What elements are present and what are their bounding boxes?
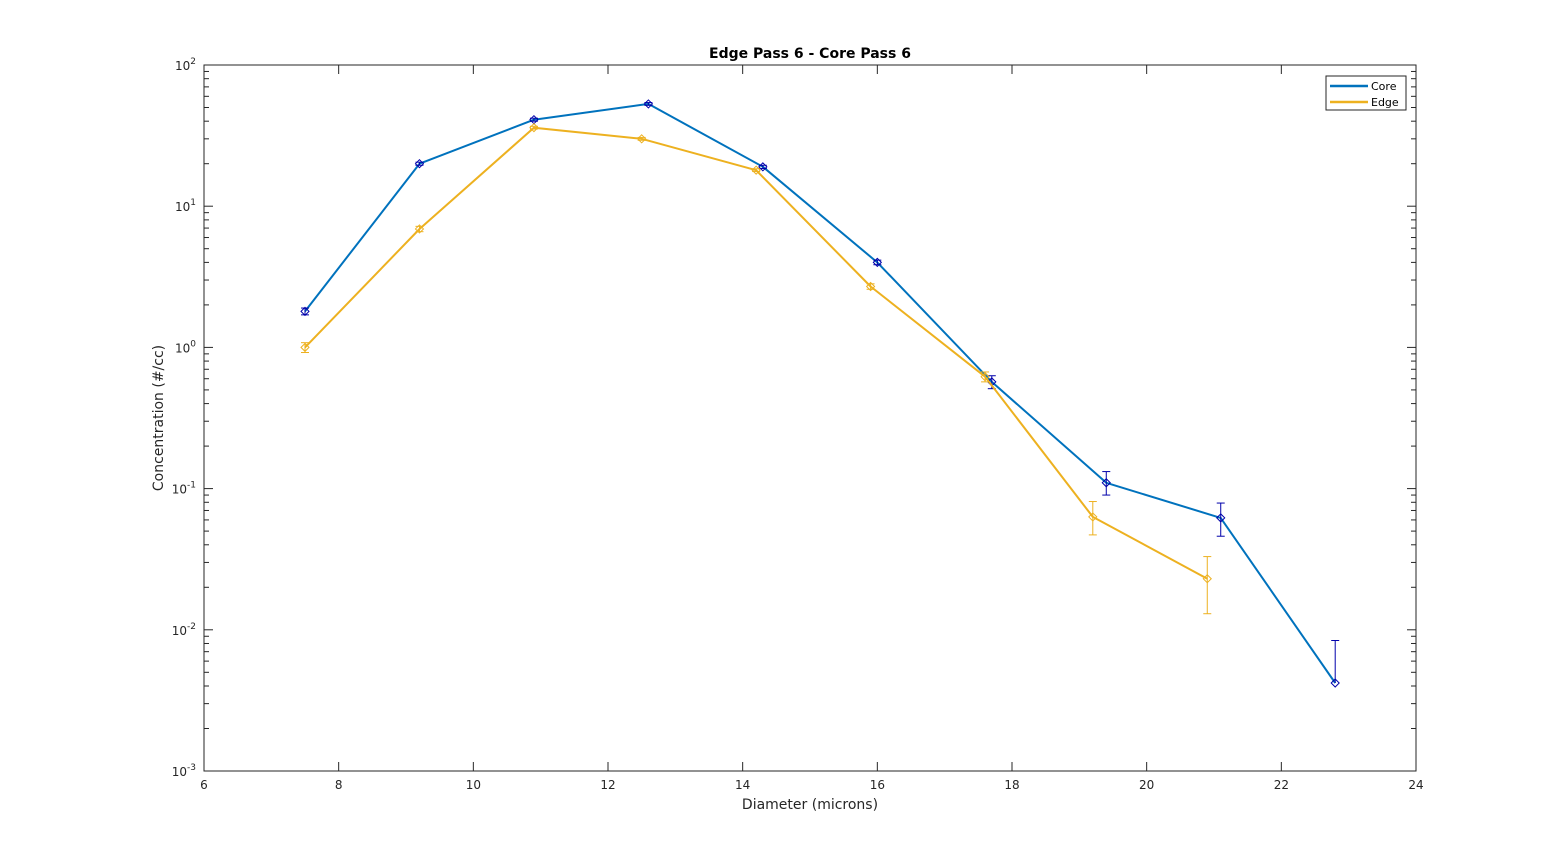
- x-ticks: 6 8 10 12 14 16 18 20 22 24: [200, 65, 1424, 792]
- legend-box: [1325, 75, 1407, 111]
- core-line: [304, 102, 1337, 684]
- core-data-point: [1330, 678, 1340, 688]
- edge-data-point: [414, 224, 425, 234]
- edge-data-point: [751, 165, 761, 175]
- y-tick-label: 100: [175, 339, 196, 355]
- x-axis-label: Diameter (microns): [742, 797, 878, 813]
- x-tick-label: 24: [1408, 778, 1423, 792]
- edge-data-point: [865, 281, 876, 292]
- core-data-point: [758, 162, 768, 172]
- edge-data-point: [636, 134, 647, 144]
- y-ticks: 10-3 10-2 10-1 100 101 102: [172, 57, 1416, 779]
- y-tick-label: 102: [175, 57, 196, 73]
- core-data-point: [872, 257, 883, 268]
- x-tick-label: 14: [735, 778, 750, 792]
- edge-error-bar: [1203, 556, 1212, 615]
- legend-edge-label: Edge: [1371, 96, 1399, 109]
- chart-title: Edge Pass 6 - Core Pass 6: [709, 46, 911, 62]
- y-tick-label: 10-2: [172, 622, 196, 638]
- core-data-point: [414, 158, 425, 169]
- x-tick-label: 22: [1274, 778, 1289, 792]
- core-error-bar: [1331, 639, 1340, 683]
- series-layer: [300, 99, 1340, 688]
- edge-data-point: [529, 122, 539, 133]
- plot-frame: [203, 64, 1417, 772]
- core-data-point: [300, 306, 310, 317]
- x-tick-label: 6: [200, 778, 208, 792]
- edge-error-bar: [1088, 501, 1097, 536]
- edge-error-bar: [415, 225, 424, 233]
- y-tick-label: 101: [175, 198, 196, 214]
- core-data-point: [1216, 513, 1226, 523]
- x-tick-label: 12: [600, 778, 615, 792]
- edge-data-point: [1202, 574, 1212, 584]
- edge-series: [300, 122, 1212, 615]
- legend: Core Edge: [1325, 75, 1407, 111]
- core-error-bar: [873, 259, 882, 266]
- edge-data-point: [300, 342, 310, 353]
- x-tick-label: 10: [466, 778, 481, 792]
- edge-data-point: [980, 372, 990, 382]
- core-error-bar: [1102, 471, 1111, 496]
- core-error-bar: [1216, 502, 1225, 537]
- x-tick-label: 20: [1139, 778, 1154, 792]
- x-tick-label: 18: [1004, 778, 1019, 792]
- y-tick-label: 10-3: [172, 763, 196, 779]
- x-tick-label: 8: [335, 778, 343, 792]
- y-tick-label: 10-1: [172, 481, 196, 497]
- legend-core-label: Core: [1371, 80, 1397, 93]
- x-tick-label: 16: [870, 778, 885, 792]
- y-axis-label: Concentration (#/cc): [151, 345, 167, 491]
- edge-error-bar: [866, 283, 875, 290]
- core-data-point: [643, 99, 654, 109]
- edge-data-point: [1088, 512, 1098, 522]
- core-data-point: [1101, 478, 1111, 488]
- plot-area: [204, 65, 1416, 771]
